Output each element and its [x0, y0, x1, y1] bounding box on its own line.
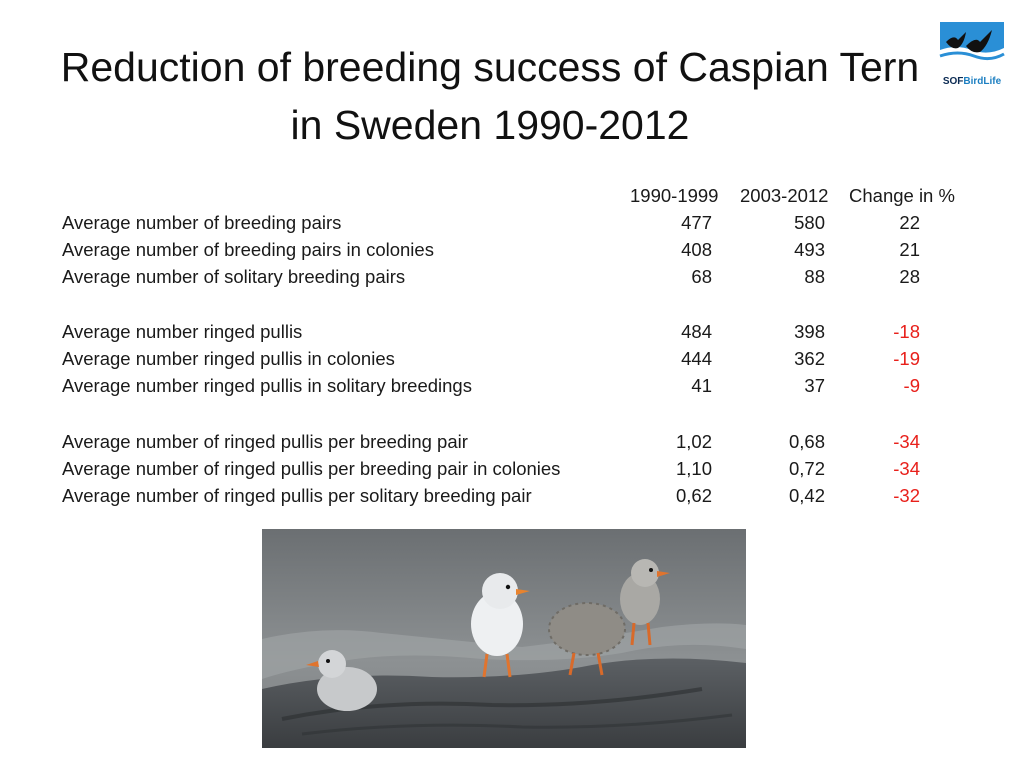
value-1990: 1,02 [675, 431, 712, 452]
value-change: -32 [893, 485, 920, 506]
table-row: Average number of solitary breeding pair… [0, 266, 1024, 293]
table-row: Average number of ringed pullis per soli… [0, 485, 1024, 512]
value-2003: 0,68 [788, 431, 825, 452]
value-1990: 484 [681, 321, 712, 342]
value-change: -9 [903, 375, 920, 396]
value-1990: 444 [681, 348, 712, 369]
value-change: -18 [893, 321, 920, 342]
value-change: -19 [893, 348, 920, 369]
value-2003: 37 [804, 375, 825, 396]
col-header-1990: 1990-1999 [630, 185, 719, 206]
row-label: Average number ringed pullis in colonies [62, 348, 395, 369]
value-change: 21 [899, 239, 920, 260]
value-1990: 477 [681, 212, 712, 233]
value-1990: 1,10 [675, 458, 712, 479]
caspian-tern-chicks-photo [262, 529, 746, 748]
value-2003: 0,72 [788, 458, 825, 479]
logo-wordmark: SOFBirdLife [936, 76, 1008, 87]
value-2003: 493 [794, 239, 825, 260]
row-label: Average number ringed pullis [62, 321, 303, 342]
value-change: -34 [893, 458, 920, 479]
value-1990: 68 [691, 266, 712, 287]
flying-birds-logo-icon [939, 22, 1005, 68]
value-change: 28 [899, 266, 920, 287]
logo-prefix: SOF [942, 76, 964, 87]
slide-title: Reduction of breeding success of Caspian… [60, 44, 920, 148]
value-2003: 362 [794, 348, 825, 369]
table-row: Average number ringed pullis in colonies… [0, 348, 1024, 375]
tern-chicks-illustration [262, 529, 746, 748]
col-header-2003: 2003-2012 [740, 185, 829, 206]
col-header-change: Change in % [849, 185, 955, 206]
sof-birdlife-logo: SOFBirdLife [936, 20, 1008, 92]
table-row: Average number of ringed pullis per bree… [0, 458, 1024, 485]
value-2003: 398 [794, 321, 825, 342]
table-row: Average number of breeding pairs in colo… [0, 239, 1024, 266]
row-label: Average number of breeding pairs in colo… [62, 239, 434, 260]
table-row: Average number of ringed pullis per bree… [0, 431, 1024, 458]
value-change: 22 [899, 212, 920, 233]
row-label: Average number ringed pullis in solitary… [62, 375, 472, 396]
value-2003: 580 [794, 212, 825, 233]
value-2003: 88 [804, 266, 825, 287]
value-1990: 41 [691, 375, 712, 396]
value-2003: 0,42 [788, 485, 825, 506]
row-label: Average number of solitary breeding pair… [62, 266, 406, 287]
row-label: Average number of ringed pullis per bree… [62, 458, 561, 479]
row-label: Average number of breeding pairs [62, 212, 342, 233]
value-1990: 408 [681, 239, 712, 260]
table-row: Average number ringed pullis 484 398 -18 [0, 321, 1024, 348]
row-label: Average number of ringed pullis per soli… [62, 485, 532, 506]
value-change: -34 [893, 431, 920, 452]
table-row: Average number of breeding pairs 477 580… [0, 212, 1024, 239]
row-label: Average number of ringed pullis per bree… [62, 431, 468, 452]
table-row: Average number ringed pullis in solitary… [0, 375, 1024, 402]
logo-suffix: BirdLife [963, 76, 1002, 87]
value-1990: 0,62 [675, 485, 712, 506]
